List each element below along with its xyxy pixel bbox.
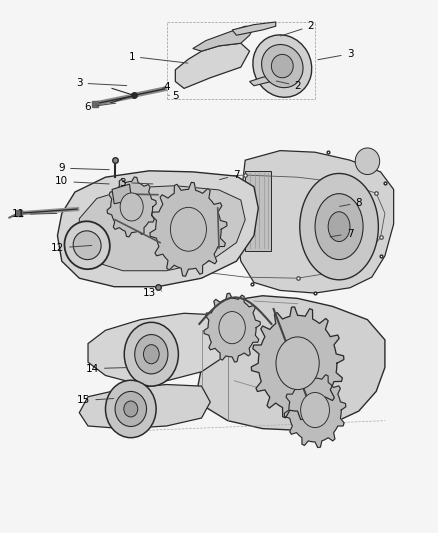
Ellipse shape bbox=[300, 392, 329, 427]
Polygon shape bbox=[79, 185, 245, 271]
Ellipse shape bbox=[276, 337, 319, 390]
Ellipse shape bbox=[253, 35, 312, 98]
Text: 8: 8 bbox=[339, 198, 362, 208]
Ellipse shape bbox=[144, 345, 159, 364]
Text: 11: 11 bbox=[11, 209, 57, 220]
Ellipse shape bbox=[328, 212, 350, 241]
Polygon shape bbox=[204, 293, 260, 362]
Text: 15: 15 bbox=[77, 395, 113, 406]
Ellipse shape bbox=[219, 312, 245, 344]
Ellipse shape bbox=[115, 391, 147, 426]
Text: 3: 3 bbox=[120, 177, 153, 188]
Text: 5: 5 bbox=[169, 91, 179, 101]
Polygon shape bbox=[107, 177, 156, 237]
Polygon shape bbox=[245, 171, 272, 251]
Ellipse shape bbox=[355, 148, 380, 174]
Polygon shape bbox=[251, 307, 344, 419]
Polygon shape bbox=[57, 171, 258, 287]
Ellipse shape bbox=[124, 401, 138, 417]
Text: 3: 3 bbox=[318, 49, 353, 60]
Text: 6: 6 bbox=[85, 102, 116, 112]
Text: 4: 4 bbox=[162, 82, 170, 92]
Ellipse shape bbox=[261, 45, 303, 87]
Polygon shape bbox=[79, 384, 210, 429]
Text: 10: 10 bbox=[55, 176, 109, 187]
Text: 2: 2 bbox=[276, 81, 301, 91]
Text: 7: 7 bbox=[330, 229, 353, 239]
Ellipse shape bbox=[124, 322, 178, 386]
Ellipse shape bbox=[106, 380, 156, 438]
Ellipse shape bbox=[272, 54, 293, 78]
Text: 13: 13 bbox=[142, 288, 162, 298]
Polygon shape bbox=[237, 151, 394, 293]
Polygon shape bbox=[112, 184, 132, 204]
Ellipse shape bbox=[73, 231, 101, 260]
Polygon shape bbox=[232, 22, 276, 35]
Text: 2: 2 bbox=[281, 21, 314, 36]
Text: 14: 14 bbox=[86, 364, 127, 374]
Text: 3: 3 bbox=[76, 78, 127, 88]
Ellipse shape bbox=[120, 193, 143, 221]
Text: 12: 12 bbox=[51, 243, 92, 253]
Ellipse shape bbox=[135, 335, 168, 374]
Polygon shape bbox=[284, 373, 346, 448]
Text: 9: 9 bbox=[59, 163, 109, 173]
Ellipse shape bbox=[64, 221, 110, 269]
Text: 7: 7 bbox=[219, 170, 240, 180]
Ellipse shape bbox=[300, 173, 378, 280]
Polygon shape bbox=[150, 182, 227, 276]
Polygon shape bbox=[175, 43, 250, 88]
Polygon shape bbox=[250, 74, 285, 86]
Text: 1: 1 bbox=[128, 52, 188, 63]
Polygon shape bbox=[88, 313, 237, 382]
Ellipse shape bbox=[170, 207, 206, 251]
Polygon shape bbox=[197, 296, 385, 430]
Polygon shape bbox=[193, 26, 254, 51]
Ellipse shape bbox=[315, 193, 363, 260]
